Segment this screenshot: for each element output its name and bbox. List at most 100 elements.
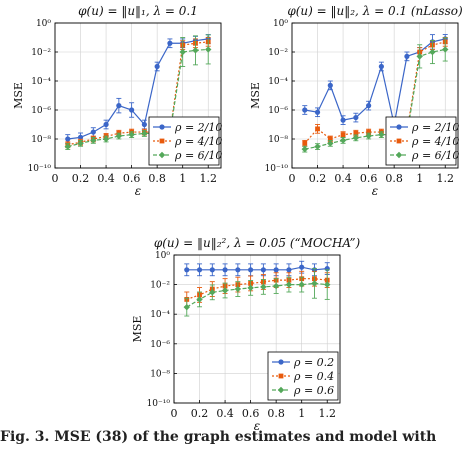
data-point (154, 63, 160, 70)
x-tick-label: 0.4 (216, 407, 234, 420)
data-point (365, 132, 372, 140)
x-tick-label: 0.8 (267, 407, 285, 420)
data-point (340, 132, 346, 138)
y-tick-label: 10⁻⁶ (268, 106, 288, 116)
data-point (273, 267, 279, 273)
data-point (311, 280, 318, 287)
legend-label: ρ = 4/10 (411, 135, 459, 148)
data-point (192, 47, 199, 54)
data-point (315, 126, 320, 132)
x-tick-label: 1.2 (436, 172, 454, 185)
x-tick-label: 1 (416, 172, 423, 185)
data-point (327, 82, 333, 88)
plot-frame (173, 254, 341, 404)
data-point (77, 140, 84, 147)
legend-marker (396, 138, 402, 144)
data-point (196, 296, 203, 303)
y-axis-label: MSE (131, 316, 144, 343)
legend-marker (278, 359, 284, 365)
legend-label: ρ = 6/10 (174, 149, 222, 162)
data-point (366, 129, 372, 135)
chart-3: 0 0.2 0.4 0.6 0.8 1 1.2 10⁰ 10⁻² 10⁻⁴ 10⁻⁶ 10⁻⁸ 10⁻¹… (131, 236, 360, 433)
y-tick-label: 10⁻⁸ (150, 369, 170, 379)
data-point (324, 281, 331, 288)
data-point (378, 131, 385, 138)
series-line (186, 282, 328, 308)
x-tick-label: 0.6 (123, 172, 141, 185)
data-point (272, 282, 280, 290)
data-point (209, 267, 215, 273)
legend-label: ρ = 6/10 (411, 149, 459, 162)
chart-title: φ(u) = ‖u‖₁, λ = 0.1 (78, 4, 198, 18)
data-point (247, 284, 254, 292)
legend-marker (159, 138, 165, 144)
data-point (221, 287, 229, 294)
data-point (179, 48, 186, 56)
data-point (314, 143, 321, 150)
data-point (141, 130, 148, 137)
x-tick-label: 1 (298, 407, 305, 420)
x-tick-label: 0 (289, 172, 296, 185)
legend-label: ρ = 0.4 (293, 370, 334, 383)
series-3 (64, 34, 212, 150)
data-point (234, 285, 242, 293)
series-line (186, 278, 328, 300)
chart-title: φ(u) = ‖u‖₂, λ = 0.1 (nLasso) (287, 4, 463, 18)
chart-2: 0 0.2 0.4 0.6 0.8 1 1.2 10⁰ 10⁻² 10⁻⁴ 10⁻⁶ 10⁻⁸ 10⁻¹… (249, 4, 463, 198)
x-tick-label: 0 (171, 407, 178, 420)
data-point (184, 267, 190, 273)
legend: ρ = 2/10ρ = 4/10ρ = 6/10 (148, 116, 222, 166)
data-point (90, 137, 97, 144)
series-1 (184, 260, 330, 277)
series-line (186, 266, 328, 271)
y-tick-label: 10⁰ (155, 251, 170, 261)
data-point (340, 117, 346, 123)
y-axis-label: MSE (249, 82, 262, 109)
y-tick-label: 10⁻⁶ (150, 340, 170, 350)
data-point (77, 134, 84, 140)
x-tick-label: 1 (179, 172, 186, 185)
legend-label: ρ = 2/10 (174, 121, 222, 134)
y-tick-label: 10⁻⁴ (31, 77, 51, 87)
y-tick-label: 10⁻⁶ (31, 106, 51, 116)
y-tick-label: 10⁻⁸ (268, 135, 288, 145)
data-point (260, 267, 266, 273)
x-tick-label: 0.2 (72, 172, 90, 185)
data-point (103, 121, 109, 128)
data-point (235, 267, 241, 273)
x-tick-label: 0.2 (191, 407, 209, 420)
y-axis-label: MSE (12, 82, 25, 109)
y-tick-label: 10⁻¹⁰ (147, 399, 171, 409)
y-tick-label: 10⁻⁴ (150, 310, 170, 320)
x-tick-label: 0.4 (334, 172, 352, 185)
data-point (115, 132, 123, 140)
legend-label: ρ = 0.2 (293, 356, 334, 369)
data-point (102, 135, 110, 143)
x-tick-label: 0.8 (385, 172, 403, 185)
data-point (302, 107, 308, 113)
x-tick-label: 1.2 (199, 172, 217, 185)
legend-label: ρ = 4/10 (174, 135, 222, 148)
y-tick-label: 10⁻² (268, 48, 288, 58)
y-tick-label: 10⁻² (150, 281, 170, 291)
legend: ρ = 0.2ρ = 0.4ρ = 0.6 (267, 351, 339, 401)
chart-title: φ(u) = ‖u‖₂², λ = 0.05 (“MOCHA”) (154, 236, 361, 250)
data-point (353, 130, 359, 136)
data-point (442, 46, 449, 53)
data-point (196, 267, 203, 273)
data-point (327, 140, 334, 147)
data-point (298, 281, 305, 288)
y-tick-label: 10⁻⁸ (31, 135, 51, 145)
data-point (314, 109, 321, 115)
data-point (141, 121, 147, 128)
x-tick-label: 0.6 (242, 407, 260, 420)
data-point (129, 107, 135, 113)
figure-caption: Fig. 3. MSE (38) of the graph estimates … (0, 429, 437, 445)
data-point (429, 48, 436, 56)
y-tick-label: 10⁰ (273, 19, 288, 29)
data-point (128, 131, 135, 138)
data-point (327, 136, 333, 142)
data-point (416, 53, 423, 60)
x-tick-label: 0 (52, 172, 59, 185)
